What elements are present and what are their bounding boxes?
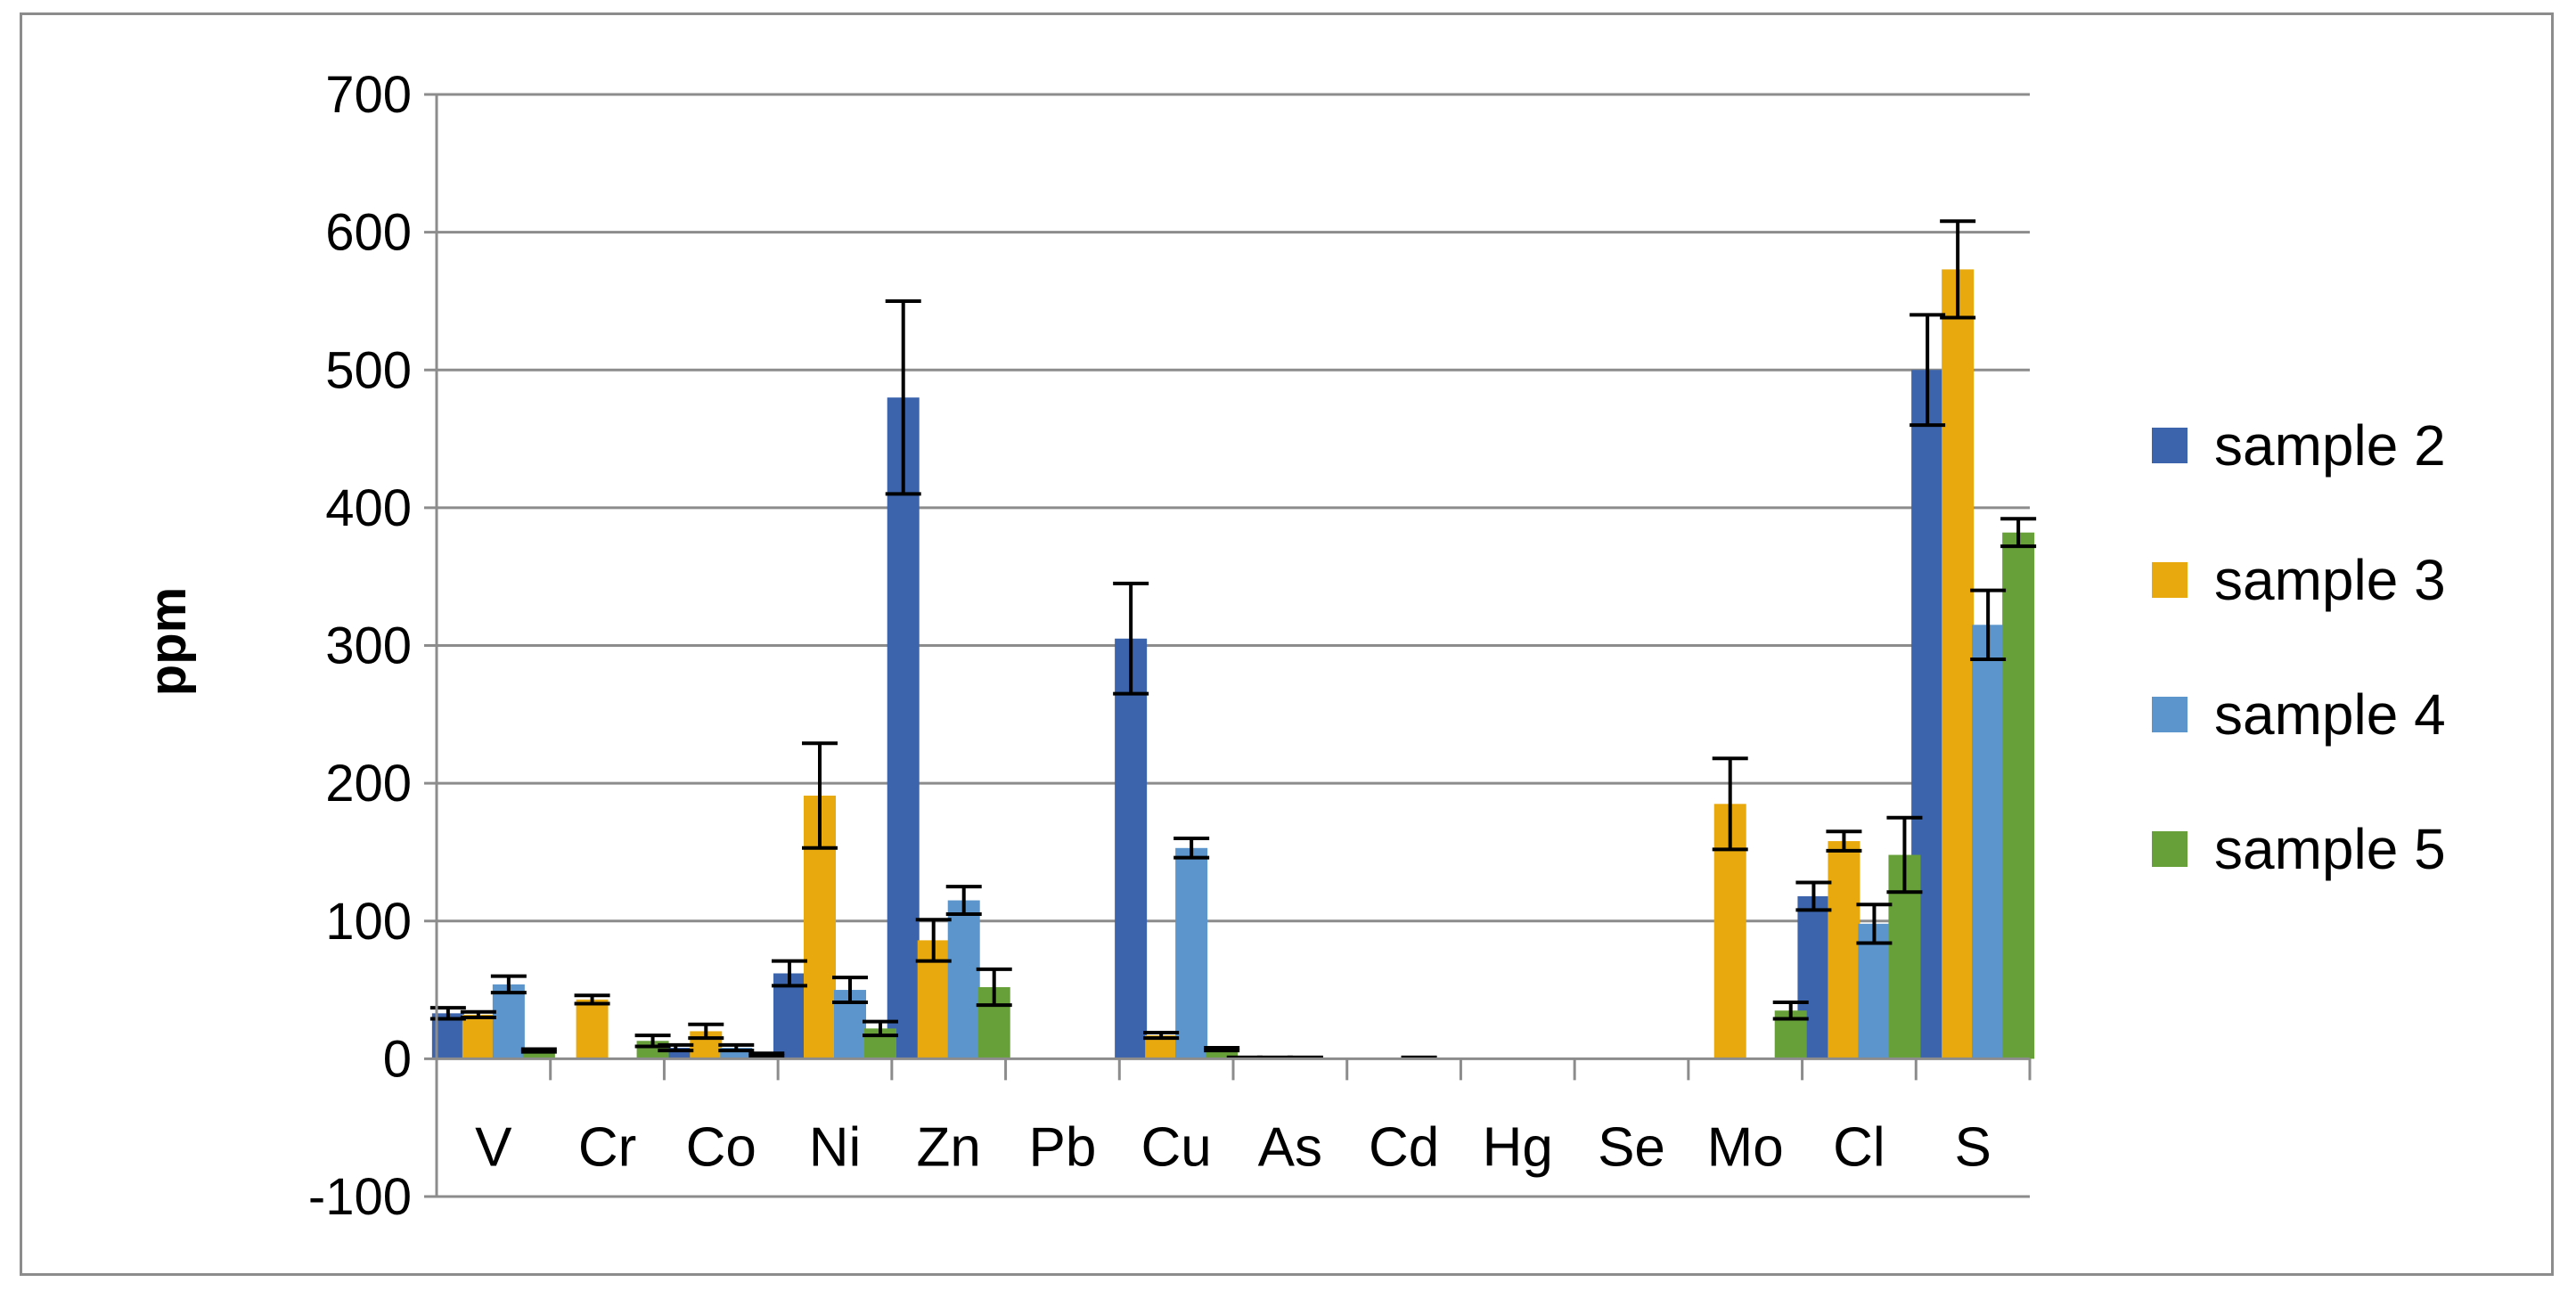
x-tick-label: Cu [1141, 1116, 1212, 1178]
x-tick-label: Se [1598, 1116, 1665, 1178]
y-tick-label: 300 [325, 617, 412, 675]
error-bars [429, 219, 2037, 1059]
y-tick-label: 200 [325, 755, 412, 813]
y-tick-label: 0 [383, 1030, 412, 1088]
y-axis-label: ppm [139, 587, 197, 696]
bar-sample-4-Cu [1175, 847, 1208, 1059]
bar-sample-5-S [2002, 532, 2035, 1059]
legend-swatch [2152, 428, 2188, 463]
bar-sample-3-S [1942, 269, 1975, 1059]
bar-sample-5-Cu [1206, 1049, 1239, 1059]
bars [431, 269, 2035, 1059]
legend-label: sample 3 [2214, 548, 2446, 612]
bar-sample-3-Cl [1828, 841, 1860, 1059]
legend-swatch [2152, 562, 2188, 598]
y-tick-label: 600 [325, 204, 412, 262]
bar-sample-4-V [492, 984, 525, 1059]
bar-sample-2-Ni [773, 973, 806, 1059]
y-tick-label: 700 [325, 66, 412, 124]
y-tick-label: 500 [325, 341, 412, 399]
gridlines [437, 93, 2030, 1198]
bar-sample-5-V [522, 1050, 555, 1059]
bar-sample-2-Cu [1115, 638, 1148, 1059]
legend-label: sample 4 [2214, 682, 2446, 747]
x-tick-label: Hg [1483, 1116, 1553, 1178]
x-tick-label: Pb [1029, 1116, 1097, 1178]
x-tick-label: S [1954, 1116, 1991, 1178]
legend-label: sample 5 [2214, 817, 2446, 881]
bar-sample-2-Zn [887, 397, 920, 1059]
x-tick-label: Cl [1833, 1116, 1885, 1178]
legend: sample 2 sample 3 sample 4 sample 5 [2152, 413, 2446, 881]
y-tick-label: 400 [325, 479, 412, 537]
x-tick-label: Mo [1707, 1116, 1784, 1178]
x-tick-label: Cd [1369, 1116, 1439, 1178]
x-tick-label: Ni [809, 1116, 862, 1178]
x-tick-label: Zn [917, 1116, 981, 1178]
y-tick-label: 100 [325, 893, 412, 951]
x-tick-label: As [1258, 1116, 1322, 1178]
bar-sample-4-S [1972, 625, 2005, 1059]
bar-sample-4-Cl [1858, 923, 1891, 1059]
y-tick-label: -100 [308, 1168, 412, 1226]
bar-sample-4-Zn [947, 900, 980, 1059]
x-tick-label: V [475, 1116, 512, 1178]
x-tick-label: Cr [578, 1116, 636, 1178]
legend-swatch [2152, 697, 2188, 732]
x-tick-label: Co [686, 1116, 756, 1178]
axes: -100 0 100 200 300 400 500 600 700 V Cr Co Ni Zn Pb Cu A… [308, 66, 2032, 1226]
legend-swatch [2152, 831, 2188, 867]
bar-sample-3-V [462, 1014, 495, 1059]
bar-sample-3-Cr [576, 999, 609, 1059]
legend-label: sample 2 [2214, 413, 2446, 478]
